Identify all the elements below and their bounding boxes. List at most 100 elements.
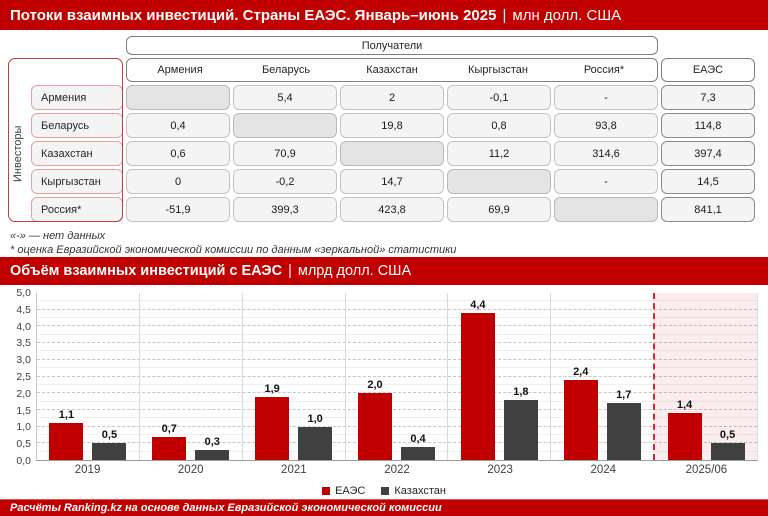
footnote-estimate: * оценка Евразийской экономической комис… — [10, 244, 457, 256]
table-cell: 70,9 — [233, 141, 337, 166]
table-cell: 14,7 — [340, 169, 444, 194]
gridline — [37, 408, 757, 410]
bar-ЕАЭС — [255, 396, 290, 460]
table-cell: 423,8 — [340, 197, 444, 222]
y-axis-label: 4,5 — [16, 303, 31, 316]
gridline — [37, 383, 757, 385]
bar-column: 1,8 — [503, 293, 538, 460]
total-cell: 14,5 — [661, 169, 755, 194]
bar-column: 1,7 — [606, 293, 641, 460]
column-headers-row: Армения Беларусь Казахстан Кыргызстан Россия… — [126, 58, 658, 82]
total-cell: 841,1 — [661, 197, 755, 222]
y-axis-label: 4,0 — [16, 320, 31, 333]
bar-column: 0,7 — [152, 293, 187, 460]
bar-column: 1,9 — [255, 293, 290, 460]
gridline — [37, 342, 757, 344]
bar-value-label: 1,4 — [676, 399, 693, 412]
gridline — [37, 325, 757, 327]
bar-Казахстан — [298, 426, 333, 460]
chart-legend: ЕАЭС Казахстан — [0, 485, 768, 497]
x-axis-label: 2019 — [74, 464, 101, 476]
table-cell — [340, 141, 444, 166]
gridline — [37, 308, 757, 310]
gridline — [37, 400, 757, 402]
bar-column: 0,4 — [401, 293, 435, 460]
volume-title: Объём взаимных инвестиций с ЕАЭС — [10, 263, 283, 279]
table-cell: 314,6 — [554, 141, 658, 166]
gridline — [37, 375, 757, 377]
total-column-header: ЕАЭС — [661, 58, 755, 82]
bar-column: 1,1 — [49, 293, 84, 460]
header-band-flows: Потоки взаимных инвестиций. Страны ЕАЭС.… — [0, 0, 768, 30]
bar-column: 1,4 — [667, 293, 702, 460]
gridline — [37, 317, 757, 319]
bar-value-label: 0,3 — [204, 435, 220, 448]
bar-column: 0,5 — [92, 293, 127, 460]
bar-groups: 1,1 0,5 0,7 0,3 1,9 1,0 2,0 0,4 4,4 1,8 2,4 1,7 1,4 0… — [37, 293, 758, 460]
table-cell: -0,2 — [233, 169, 337, 194]
bar-value-label: 0,5 — [719, 429, 736, 442]
x-axis-label: 2023 — [487, 464, 513, 476]
gridline — [37, 350, 757, 352]
bar-column: 2,0 — [358, 293, 392, 460]
bar-ЕАЭС — [563, 379, 598, 460]
bar-value-label: 0,4 — [410, 432, 426, 445]
row-label: Кыргызстан — [31, 169, 123, 194]
gridline — [37, 450, 757, 452]
plot-row: 5,0 4,5 4,0 3,5 3,0 2,5 2,0 1,5 1,0 0,5 0,0 1,1 0,5… — [6, 287, 758, 467]
bar-value-label: 1,1 — [58, 409, 75, 422]
gridline — [37, 392, 757, 394]
bar-ЕАЭС — [49, 423, 84, 460]
y-axis-label: 2,5 — [16, 371, 31, 383]
table-cell — [554, 197, 658, 222]
bar-Казахстан — [92, 443, 127, 460]
bar-column: 0,5 — [710, 293, 745, 460]
legend-swatch — [381, 487, 390, 495]
table-cell: 19,8 — [340, 113, 444, 138]
table-cell: 0,4 — [126, 113, 230, 138]
column-header: Казахстан — [366, 64, 418, 76]
column-header: Армения — [157, 64, 203, 76]
bar-group-2019: 1,1 0,5 — [37, 293, 139, 460]
bar-value-label: 2,4 — [573, 365, 589, 378]
table-cell: 0 — [126, 169, 230, 194]
legend-item: ЕАЭС — [322, 485, 365, 497]
legend-label: ЕАЭС — [335, 485, 366, 497]
bar-value-label: 2,0 — [367, 379, 383, 392]
legend-item: Казахстан — [381, 485, 446, 497]
total-cell: 114,8 — [661, 113, 755, 138]
bar-Казахстан — [401, 446, 435, 460]
row-label: Армения — [31, 85, 123, 110]
bar-column: 1,0 — [298, 293, 333, 460]
x-axis-label: 2024 — [590, 464, 617, 476]
table-cell: 69,9 — [447, 197, 551, 222]
table-cell — [233, 113, 337, 138]
bar-value-label: 4,4 — [470, 299, 486, 312]
footnotes: «-» — нет данных * оценка Евразийской эк… — [0, 222, 768, 257]
column-header: Кыргызстан — [468, 64, 528, 76]
bar-group-2025/06: 1,4 0,5 — [653, 293, 758, 460]
table-cell: - — [554, 85, 658, 110]
total-cell: 397,4 — [661, 141, 755, 166]
investment-matrix-table: Получатели Армения Беларусь Казахстан Кыргы… — [8, 36, 759, 222]
row-label: Россия* — [31, 197, 123, 222]
bar-ЕАЭС — [460, 313, 495, 460]
bar-ЕАЭС — [667, 413, 702, 460]
bar-value-label: 1,7 — [616, 389, 632, 402]
bar-ЕАЭС — [152, 436, 187, 460]
column-header: Россия* — [583, 64, 625, 76]
bar-Казахстан — [606, 403, 641, 460]
bar-chart-section: 5,0 4,5 4,0 3,5 3,0 2,5 2,0 1,5 1,0 0,5 0,0 1,1 0,5… — [0, 287, 768, 497]
row-label: Казахстан — [31, 141, 123, 166]
flows-unit: млн долл. США — [512, 6, 622, 24]
bar-Казахстан — [710, 443, 745, 460]
plot-area: 1,1 0,5 0,7 0,3 1,9 1,0 2,0 0,4 4,4 1,8 2,4 1,7 1,4 0… — [36, 293, 758, 461]
gridline — [37, 333, 757, 335]
table-cell: 399,3 — [233, 197, 337, 222]
x-axis-label: 2021 — [281, 464, 307, 476]
gridline — [37, 425, 757, 427]
bar-value-label: 1,9 — [264, 382, 280, 395]
investment-table-section: Получатели Армения Беларусь Казахстан Кыргы… — [0, 30, 768, 222]
bar-group-2024: 2,4 1,7 — [550, 293, 653, 460]
